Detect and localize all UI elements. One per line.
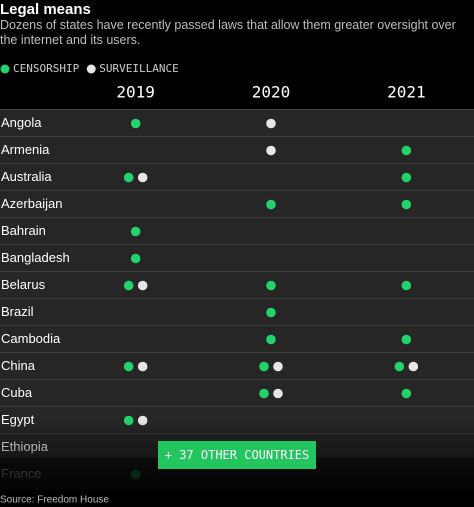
dot bbox=[401, 172, 412, 183]
legend-swatch bbox=[86, 64, 96, 74]
row-label: Bahrain bbox=[1, 223, 46, 238]
dot bbox=[259, 361, 269, 372]
dot bbox=[401, 145, 412, 156]
row-label: Azerbaijan bbox=[1, 196, 62, 211]
column-header: 2020 bbox=[252, 83, 291, 102]
dot bbox=[401, 334, 412, 345]
dot bbox=[137, 172, 148, 183]
dot bbox=[401, 280, 412, 291]
row-band bbox=[0, 164, 474, 191]
legend-label: SURVEILLANCE bbox=[99, 62, 178, 75]
button-bg bbox=[158, 441, 316, 469]
source: Source: Freedom House bbox=[0, 495, 109, 506]
dot bbox=[266, 334, 276, 345]
dot bbox=[266, 307, 276, 318]
dot bbox=[130, 226, 141, 237]
column-header: 2021 bbox=[387, 83, 426, 102]
dot bbox=[259, 388, 269, 399]
dot bbox=[266, 280, 276, 291]
row-label: Brazil bbox=[1, 304, 34, 319]
dot bbox=[401, 388, 412, 399]
dot bbox=[130, 118, 141, 129]
dot bbox=[266, 145, 276, 156]
row-band bbox=[0, 245, 474, 272]
legend-swatch bbox=[0, 64, 10, 74]
dot bbox=[266, 199, 276, 210]
legend-label: CENSORSHIP bbox=[13, 62, 80, 75]
dot bbox=[408, 361, 419, 372]
dot bbox=[266, 118, 276, 129]
chart-subtitle: Dozens of states have recently passed la… bbox=[0, 18, 456, 47]
dot bbox=[123, 280, 134, 291]
dot bbox=[273, 388, 283, 399]
row-band bbox=[0, 110, 474, 137]
row-band bbox=[0, 272, 474, 299]
row-band bbox=[0, 137, 474, 164]
row-label: Armenia bbox=[1, 142, 50, 157]
row-label: Australia bbox=[1, 169, 52, 184]
row-label: Angola bbox=[1, 115, 42, 130]
row-band bbox=[0, 299, 474, 326]
row-band bbox=[0, 218, 474, 245]
row-label: Bangladesh bbox=[1, 250, 70, 265]
row-label: Belarus bbox=[1, 277, 46, 292]
chart-title: Legal means bbox=[0, 1, 91, 18]
button-label: + 37 OTHER COUNTRIES bbox=[165, 448, 310, 462]
dot bbox=[130, 253, 141, 264]
row-label: Cambodia bbox=[1, 331, 61, 346]
row-label: China bbox=[1, 358, 36, 373]
row-band bbox=[0, 380, 474, 407]
row-band bbox=[0, 191, 474, 218]
dot bbox=[123, 172, 134, 183]
dot bbox=[137, 361, 148, 372]
dot bbox=[401, 199, 412, 210]
row-label: Cuba bbox=[1, 385, 33, 400]
more-button[interactable]: + 37 OTHER COUNTRIES bbox=[158, 441, 316, 469]
dot bbox=[123, 361, 134, 372]
column-header: 2019 bbox=[116, 83, 155, 102]
row-band bbox=[0, 326, 474, 353]
dot bbox=[394, 361, 405, 372]
dot bbox=[137, 280, 148, 291]
dot bbox=[273, 361, 283, 372]
